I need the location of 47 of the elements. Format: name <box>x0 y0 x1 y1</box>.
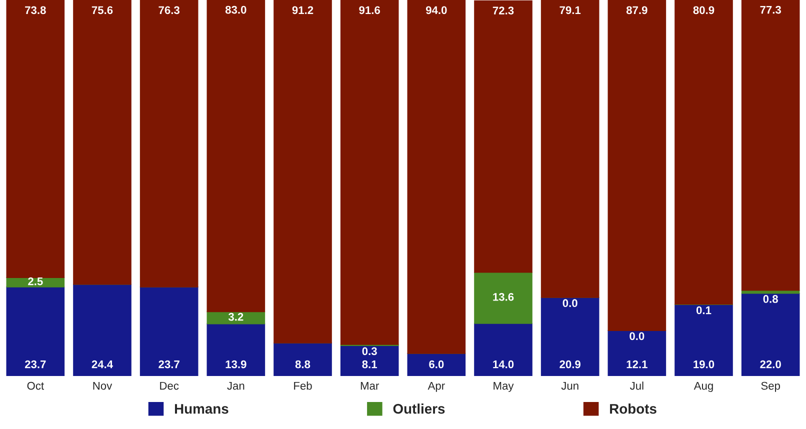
data-label: 80.9 <box>693 6 714 14</box>
data-label: 19.0 <box>694 360 714 368</box>
data-label: 12.1 <box>626 360 648 368</box>
data-label: 24.4 <box>92 360 114 368</box>
data-label: 23.7 <box>158 360 180 368</box>
data-label: 3.2 <box>228 312 244 321</box>
data-label: 20.9 <box>560 360 580 368</box>
data-label: 23.7 <box>24 360 46 368</box>
x-tick-label: Aug <box>694 382 713 392</box>
data-label: 13.9 <box>226 360 246 368</box>
data-label: 83.0 <box>225 6 246 14</box>
x-tick-label: Feb <box>294 382 312 390</box>
data-label: 0.3 <box>362 347 377 356</box>
data-label: 0.8 <box>763 295 778 303</box>
x-tick-label: May <box>494 382 514 392</box>
data-label: 0.0 <box>630 332 644 340</box>
legend-label: Robots <box>610 404 656 414</box>
x-tick-label: Jan <box>227 382 244 390</box>
data-label: 76.3 <box>158 6 180 14</box>
data-label: 0.0 <box>562 299 578 308</box>
x-tick-label: Dec <box>160 382 179 390</box>
legend-label: Outliers <box>393 404 445 414</box>
data-label: 75.6 <box>92 6 113 14</box>
data-label: 73.8 <box>25 6 46 14</box>
data-label: 72.3 <box>492 6 514 14</box>
x-tick-label: Nov <box>93 382 112 390</box>
data-label: 91.6 <box>359 6 380 14</box>
x-tick-label: Sep <box>761 382 780 392</box>
x-tick-label: Apr <box>428 382 445 392</box>
data-label: 77.3 <box>760 6 781 14</box>
legend-label: Humans <box>174 404 228 414</box>
x-tick-label: Oct <box>27 382 44 390</box>
data-label: 13.6 <box>493 292 514 301</box>
data-label: 79.1 <box>560 6 581 14</box>
data-label: 0.1 <box>696 306 712 314</box>
data-label: 14.0 <box>493 360 514 368</box>
x-tick-label: Mar <box>360 382 379 390</box>
data-label: 8.1 <box>362 360 377 368</box>
x-tick-label: Jul <box>630 382 644 390</box>
data-label: 2.5 <box>28 277 43 286</box>
data-label: 91.2 <box>292 6 314 14</box>
data-label: 22.0 <box>760 360 781 368</box>
data-label: 8.8 <box>295 360 310 368</box>
data-label: 87.9 <box>626 6 648 14</box>
x-tick-label: Jun <box>561 382 578 390</box>
data-label: 6.0 <box>429 360 444 368</box>
data-label: 94.0 <box>426 6 447 14</box>
